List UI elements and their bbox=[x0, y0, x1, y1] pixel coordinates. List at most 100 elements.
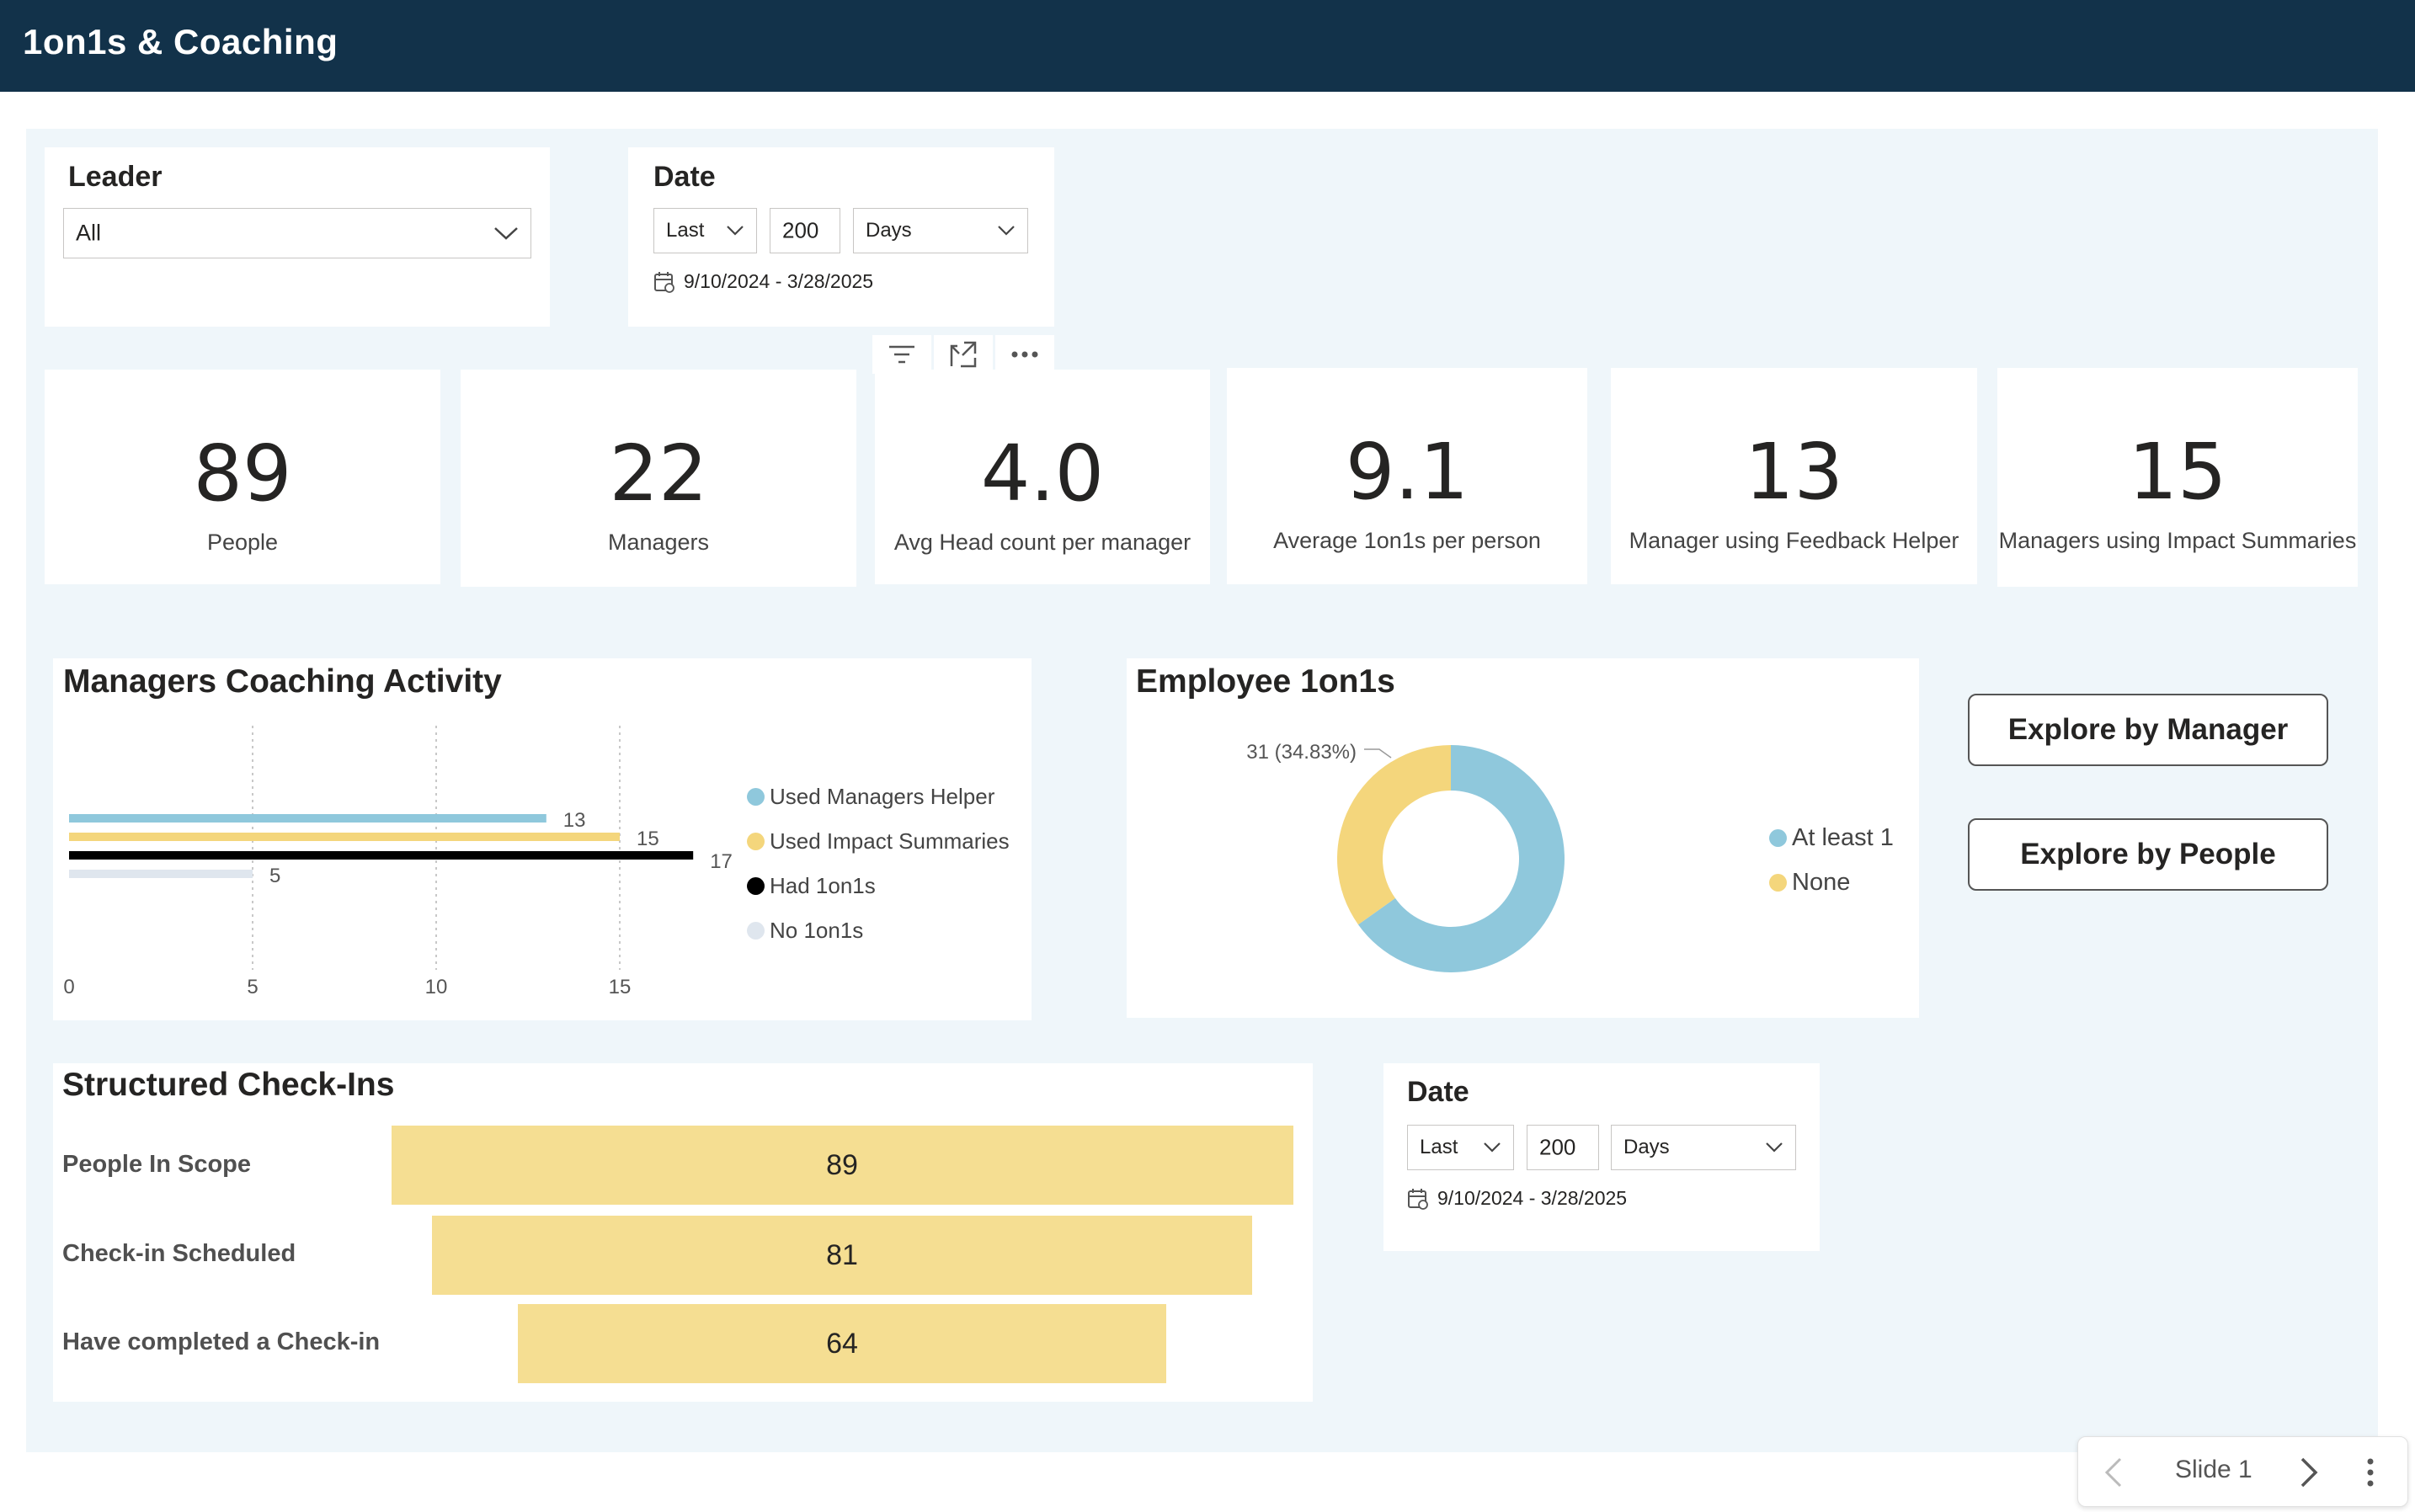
leader-dropdown[interactable]: All bbox=[63, 208, 531, 258]
chevron-left-icon[interactable] bbox=[2103, 1457, 2124, 1488]
x-tick-label: 0 bbox=[63, 976, 74, 998]
chart-title: Managers Coaching Activity bbox=[63, 663, 502, 700]
date-slicer-bottom: Date Last 200 Days 9/10/2024 - 3/28/2025 bbox=[1383, 1063, 1820, 1251]
legend-dot bbox=[747, 922, 765, 940]
date-count-value: 200 bbox=[1539, 1134, 1576, 1160]
calendar-icon bbox=[1408, 1188, 1428, 1210]
date-slicer-label: Date bbox=[653, 161, 716, 193]
chevron-down-icon bbox=[1766, 1142, 1783, 1153]
x-tick-label: 10 bbox=[425, 976, 448, 998]
kpi-value: 15 bbox=[2128, 427, 2227, 517]
x-tick-label: 15 bbox=[609, 976, 632, 998]
bar[interactable] bbox=[69, 814, 546, 823]
legend-item: At least 1 bbox=[1769, 816, 1894, 860]
x-tick-label: 5 bbox=[247, 976, 258, 998]
kpi-avg-headcount: 4.0 Avg Head count per manager bbox=[875, 370, 1210, 584]
funnel-value: 81 bbox=[826, 1238, 858, 1271]
data-label: 17 bbox=[710, 850, 733, 873]
funnel-bar[interactable]: 89 bbox=[391, 1126, 1293, 1205]
chevron-down-icon bbox=[727, 226, 744, 236]
kpi-label: Manager using Feedback Helper bbox=[1629, 528, 1959, 553]
date-unit-value: Days bbox=[1623, 1136, 1670, 1158]
slide-label: Slide 1 bbox=[2175, 1456, 2252, 1483]
funnel-value: 89 bbox=[826, 1148, 858, 1181]
date-slicer: Date Last 200 Days 9/10/2024 - 3/28/2025 bbox=[628, 147, 1054, 327]
date-unit-dropdown[interactable]: Days bbox=[853, 208, 1028, 253]
bar[interactable] bbox=[69, 833, 620, 841]
funnel-bar[interactable]: 64 bbox=[517, 1304, 1167, 1383]
legend-item: None bbox=[1769, 860, 1894, 905]
kpi-value: 9.1 bbox=[1345, 427, 1469, 517]
kpi-label: Average 1on1s per person bbox=[1273, 528, 1541, 553]
date-unit-dropdown[interactable]: Days bbox=[1611, 1125, 1796, 1170]
report-header: 1on1s & Coaching bbox=[0, 0, 2415, 92]
chevron-down-icon bbox=[1484, 1142, 1501, 1153]
donut-legend: At least 1 None bbox=[1769, 816, 1894, 905]
focus-mode-icon[interactable] bbox=[934, 335, 993, 374]
date-unit-value: Days bbox=[866, 219, 912, 242]
coaching-legend: Used Managers Helper Used Impact Summari… bbox=[747, 775, 1010, 953]
employee-donut-chart: 58 (65.17%)31 (34.83%) bbox=[1246, 741, 1565, 972]
date-count-input[interactable]: 200 bbox=[770, 208, 840, 253]
date-mode-dropdown[interactable]: Last bbox=[653, 208, 757, 253]
filter-icon[interactable] bbox=[872, 335, 931, 374]
coaching-activity-chart: Managers Coaching Activity 0 5 10 15 13 15 17 5… bbox=[53, 658, 1032, 1020]
date-slicer-label: Date bbox=[1407, 1076, 1469, 1108]
legend-label: At least 1 bbox=[1792, 824, 1894, 851]
legend-dot bbox=[1769, 874, 1787, 892]
legend-dot bbox=[747, 833, 765, 850]
kpi-feedback-helper: 13 Manager using Feedback Helper bbox=[1611, 368, 1977, 584]
legend-dot bbox=[1769, 829, 1787, 847]
legend-label: Had 1on1s bbox=[770, 873, 876, 898]
legend-dot bbox=[747, 788, 765, 806]
structured-checkins-chart: Structured Check-Ins People In Scope 89 Ch… bbox=[53, 1063, 1313, 1402]
funnel-value: 64 bbox=[826, 1327, 858, 1360]
donut-slice[interactable] bbox=[1357, 745, 1565, 972]
chart-title: Employee 1on1s bbox=[1136, 663, 1395, 700]
leader-slicer-label: Leader bbox=[68, 161, 163, 193]
kpi-value: 13 bbox=[1744, 427, 1844, 517]
more-options-icon[interactable] bbox=[995, 335, 1054, 374]
leader-line bbox=[1364, 748, 1392, 759]
data-label: 31 (34.83%) bbox=[1246, 741, 1357, 764]
bar[interactable] bbox=[69, 851, 694, 860]
kpi-avg-1on1s: 9.1 Average 1on1s per person bbox=[1227, 368, 1587, 584]
kpi-label: Managers bbox=[607, 530, 710, 555]
kpi-label: Avg Head count per manager bbox=[893, 530, 1192, 555]
legend-label: None bbox=[1792, 869, 1851, 896]
leader-dropdown-value: All bbox=[76, 220, 102, 246]
legend-item: Had 1on1s bbox=[747, 864, 1010, 908]
legend-dot bbox=[747, 877, 765, 895]
employee-1on1s-chart: Employee 1on1s 58 (65.17%)31 (34.83%) At… bbox=[1127, 658, 1919, 1018]
funnel-category-label: Have completed a Check-in bbox=[62, 1328, 381, 1355]
bar[interactable] bbox=[69, 870, 253, 878]
more-vertical-icon[interactable] bbox=[2366, 1458, 2375, 1487]
date-mode-dropdown[interactable]: Last bbox=[1407, 1125, 1514, 1170]
date-mode-value: Last bbox=[1420, 1136, 1458, 1158]
data-label: 15 bbox=[637, 828, 659, 850]
kpi-managers: 22 Managers bbox=[461, 370, 856, 587]
kpi-value: 4.0 bbox=[980, 429, 1105, 519]
kpi-value: 22 bbox=[609, 429, 708, 519]
legend-label: Used Managers Helper bbox=[770, 784, 995, 809]
chevron-down-icon bbox=[494, 227, 518, 240]
kpi-people: 89 People bbox=[45, 370, 440, 584]
date-range-text: 9/10/2024 - 3/28/2025 bbox=[1437, 1187, 1628, 1209]
donut-slice[interactable] bbox=[1337, 745, 1451, 925]
kpi-label: Managers using Impact Summaries bbox=[1998, 528, 2357, 553]
funnel-category-label: People In Scope bbox=[62, 1151, 251, 1178]
date-count-value: 200 bbox=[782, 217, 819, 243]
legend-item: Used Managers Helper bbox=[747, 775, 1010, 819]
slide-navigator: Slide 1 bbox=[2077, 1436, 2408, 1507]
explore-by-people-button[interactable]: Explore by People bbox=[1968, 818, 2328, 891]
chevron-right-icon[interactable] bbox=[2299, 1457, 2319, 1488]
chart-title: Structured Check-Ins bbox=[62, 1067, 395, 1103]
date-mode-value: Last bbox=[666, 219, 705, 242]
coaching-bar-chart: 0 5 10 15 13 15 17 5 bbox=[63, 726, 733, 998]
chevron-down-icon bbox=[998, 226, 1015, 236]
date-range: 9/10/2024 - 3/28/2025 bbox=[1407, 1187, 1627, 1210]
funnel-bar[interactable]: 81 bbox=[431, 1216, 1253, 1295]
legend-label: Used Impact Summaries bbox=[770, 828, 1010, 854]
explore-by-manager-button[interactable]: Explore by Manager bbox=[1968, 694, 2328, 766]
date-count-input[interactable]: 200 bbox=[1527, 1125, 1599, 1170]
